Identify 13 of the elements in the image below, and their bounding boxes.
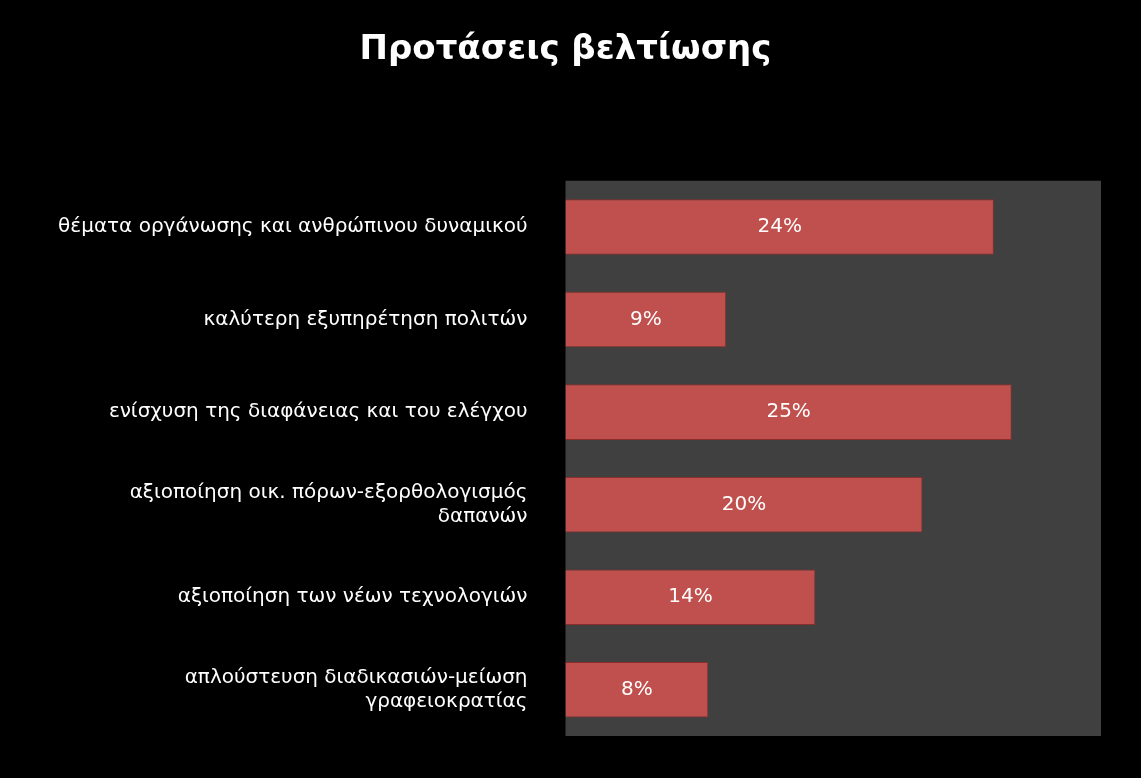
y-tick-label: αξιοποίηση οικ. πόρων-εξορθολογισμός δαπανών bbox=[129, 478, 528, 527]
data-label: 25% bbox=[766, 398, 811, 423]
chart-title: Προτάσεις βελτίωσης bbox=[359, 27, 772, 68]
y-tick-label: ενίσχυση της διαφάνειας και του ελέγχου bbox=[108, 398, 528, 423]
y-tick-label: αξιοποίηση των νέων τεχνολογιών bbox=[177, 583, 528, 608]
data-label: 8% bbox=[621, 675, 653, 700]
y-tick-label: θέματα οργάνωσης και ανθρώπινου δυναμικού bbox=[58, 213, 528, 238]
data-label: 9% bbox=[629, 305, 662, 330]
data-label: 20% bbox=[721, 490, 767, 515]
data-label: 24% bbox=[757, 213, 802, 238]
data-label: 14% bbox=[668, 583, 713, 608]
y-tick-label: απλούστευση διαδικασιών-μείωση γραφειοκρατίας bbox=[184, 663, 528, 712]
y-tick-label: καλύτερη εξυπηρέτηση πολιτών bbox=[203, 305, 528, 330]
